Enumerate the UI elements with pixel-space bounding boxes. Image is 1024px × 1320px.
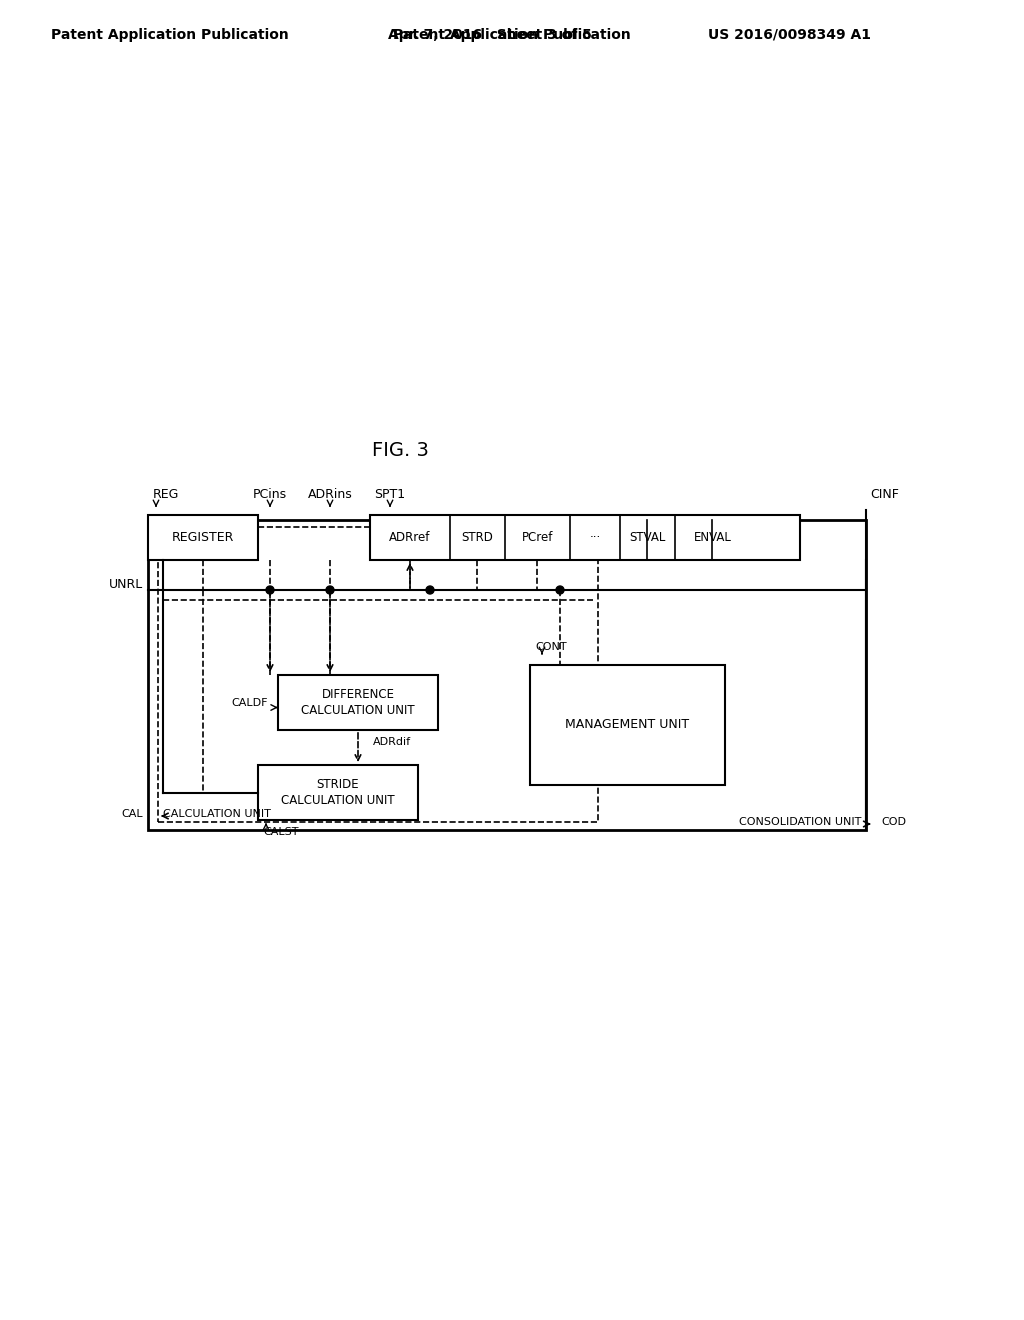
Text: ADRref: ADRref bbox=[389, 531, 431, 544]
Text: FIG. 3: FIG. 3 bbox=[372, 441, 428, 459]
Text: UNRL: UNRL bbox=[109, 578, 143, 591]
Text: CALCULATION UNIT: CALCULATION UNIT bbox=[163, 809, 271, 818]
Bar bbox=[258, 766, 418, 820]
Text: ADRdif: ADRdif bbox=[373, 737, 411, 747]
Text: SPT1: SPT1 bbox=[375, 488, 406, 502]
Circle shape bbox=[556, 586, 564, 594]
Text: REGISTER: REGISTER bbox=[172, 531, 234, 544]
Bar bbox=[148, 515, 258, 560]
Circle shape bbox=[426, 586, 434, 594]
Text: CONT: CONT bbox=[535, 642, 566, 652]
Text: Patent Application Publication: Patent Application Publication bbox=[51, 28, 289, 42]
Text: STVAL: STVAL bbox=[630, 531, 666, 544]
Text: COD: COD bbox=[881, 817, 906, 828]
Text: CINF: CINF bbox=[870, 488, 899, 502]
Text: ENVAL: ENVAL bbox=[693, 531, 731, 544]
Text: PCins: PCins bbox=[253, 488, 287, 502]
Text: MANAGEMENT UNIT: MANAGEMENT UNIT bbox=[565, 718, 689, 731]
Text: PCref: PCref bbox=[522, 531, 553, 544]
Text: STRIDE: STRIDE bbox=[316, 777, 359, 791]
Text: CONSOLIDATION UNIT: CONSOLIDATION UNIT bbox=[738, 817, 861, 828]
Circle shape bbox=[266, 586, 274, 594]
Text: ···: ··· bbox=[590, 531, 601, 544]
Text: STRD: STRD bbox=[462, 531, 494, 544]
Text: Apr. 7, 2016   Sheet 3 of 5: Apr. 7, 2016 Sheet 3 of 5 bbox=[388, 28, 592, 42]
Text: CALCULATION UNIT: CALCULATION UNIT bbox=[301, 704, 415, 717]
Bar bbox=[158, 527, 598, 822]
Bar bbox=[530, 665, 725, 785]
Bar bbox=[148, 520, 866, 830]
Text: CALCULATION UNIT: CALCULATION UNIT bbox=[282, 795, 395, 807]
Bar bbox=[278, 675, 438, 730]
Text: CALDF: CALDF bbox=[231, 697, 268, 708]
Text: REG: REG bbox=[153, 488, 179, 502]
Text: Patent Application Publication: Patent Application Publication bbox=[393, 28, 631, 42]
Bar bbox=[370, 515, 800, 560]
Text: ADRins: ADRins bbox=[307, 488, 352, 502]
Text: DIFFERENCE: DIFFERENCE bbox=[322, 688, 394, 701]
Circle shape bbox=[326, 586, 334, 594]
Text: CAL: CAL bbox=[122, 809, 143, 818]
Text: US 2016/0098349 A1: US 2016/0098349 A1 bbox=[709, 28, 871, 42]
Text: CALST: CALST bbox=[263, 828, 299, 837]
